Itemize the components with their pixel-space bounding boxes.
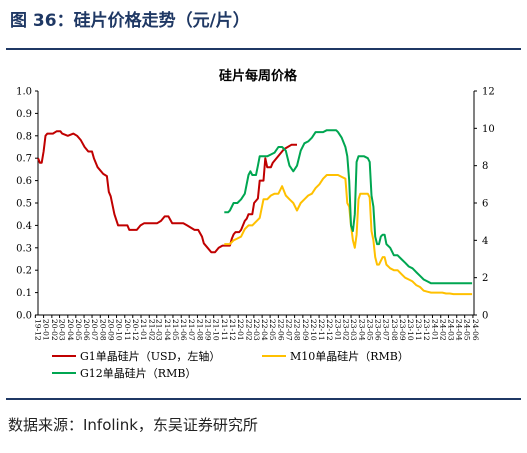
y-left-tick-label: 0.9: [16, 109, 32, 120]
x-tick-label: 21-03: [155, 319, 164, 341]
source-note: 数据来源：Infolink，东吴证券研究所: [8, 416, 258, 434]
x-tick-label: 21-09: [204, 319, 213, 341]
x-tick-label: 21-12: [228, 319, 237, 341]
x-tick-label: 23-08: [390, 319, 399, 341]
y-right-tick-label: 10: [482, 124, 495, 135]
x-tick-label: 23-07: [381, 319, 390, 341]
y-right-tick-label: 2: [482, 273, 488, 284]
x-tick-label: 19-12: [33, 319, 42, 341]
x-tick-label: 20-11: [123, 319, 132, 341]
y-right-tick-label: 12: [482, 87, 495, 98]
legend-label: G12单晶硅片（RMB）: [80, 367, 196, 380]
y-right-tick-label: 0: [482, 311, 488, 322]
x-tick-label: 22-10: [309, 319, 318, 341]
x-tick-label: 20-03: [58, 319, 67, 341]
x-tick-label: 23-09: [398, 319, 407, 341]
price-chart: 硅片每周价格 0.0 0.1 0.2 0.3 0.4 0.5 0.6 0.7 0.8 0.9 1.0…: [16, 68, 495, 380]
x-tick-label: 20-02: [50, 319, 59, 341]
x-tick-label: 23-03: [349, 319, 358, 341]
x-tick-label: 20-01: [42, 319, 51, 341]
y-left-tick-label: 0.4: [16, 221, 32, 232]
y-left-tick-label: 0.0: [16, 311, 32, 322]
y-left-tick-label: 1.0: [16, 87, 32, 98]
x-tick-label: 22-11: [317, 319, 326, 341]
x-tick-label: 20-08: [98, 319, 107, 341]
legend-label: M10单晶硅片（RMB）: [290, 350, 409, 363]
x-tick-label: 21-06: [179, 319, 188, 341]
x-tick-label: 23-11: [414, 319, 423, 341]
x-tick-label: 22-06: [276, 319, 285, 341]
series-lines: [37, 129, 473, 296]
y-left-tick-label: 0.7: [16, 154, 32, 165]
x-tick-label: 23-04: [357, 319, 366, 341]
x-tick-label: 24-04: [455, 319, 464, 341]
x-tick-label: 21-10: [212, 319, 221, 341]
x-tick-label: 22-09: [301, 319, 310, 341]
x-tick-label: 23-01: [333, 319, 342, 341]
x-tick-label: 23-12: [422, 319, 431, 341]
x-tick-label: 23-02: [342, 319, 351, 341]
x-tick-label: 22-03: [252, 319, 261, 341]
x-tick-label: 22-05: [268, 319, 277, 341]
x-tick-label: 22-07: [284, 319, 293, 341]
y-left-tick-label: 0.5: [16, 199, 32, 210]
series-line-2: [224, 174, 473, 296]
x-tick-label: 20-12: [131, 319, 140, 341]
x-tick-label: 20-04: [66, 319, 75, 341]
x-tick-label: 20-07: [90, 319, 99, 341]
series-line-1: [37, 130, 297, 254]
x-tick-label: 22-01: [236, 319, 245, 341]
legend: G1单晶硅片（USD，左轴） M10单晶硅片（RMB） G12单晶硅片（RMB）: [52, 349, 409, 380]
y-right-tick-label: 4: [482, 236, 488, 247]
y-right-tick-label: 8: [482, 161, 488, 172]
x-tick-label: 21-11: [220, 319, 229, 341]
x-tick-label: 21-05: [171, 319, 180, 341]
series-line-3: [224, 129, 473, 285]
y-left-tick-label: 0.3: [16, 243, 32, 254]
x-tick-label: 21-02: [147, 319, 156, 341]
x-tick-label: 20-05: [74, 319, 83, 341]
x-tick-label: 24-02: [439, 319, 448, 341]
x-tick-label: 23-10: [406, 319, 415, 341]
y-right-tick-label: 6: [482, 199, 488, 210]
x-tick-label: 24-01: [430, 319, 439, 341]
y-left-tick-label: 0.1: [16, 288, 32, 299]
x-tick-label: 22-04: [260, 319, 269, 341]
x-tick-label: 21-04: [163, 319, 172, 341]
x-tick-label: 23-05: [365, 319, 374, 341]
legend-label: G1单晶硅片（USD，左轴）: [80, 349, 220, 363]
y-left-tick-label: 0.2: [16, 266, 32, 277]
title-rule: [6, 48, 521, 50]
x-tick-label: 24-06: [471, 319, 480, 341]
x-tick-label: 21-01: [139, 319, 148, 341]
x-tick-label: 20-10: [115, 319, 124, 341]
chart-title: 硅片每周价格: [219, 68, 298, 84]
figure-title: 图 36：硅片价格走势（元/片）: [10, 11, 250, 31]
x-tick-label: 22-12: [325, 319, 334, 341]
axes: 0.0 0.1 0.2 0.3 0.4 0.5 0.6 0.7 0.8 0.9 1.0 0 2 4 6 8 10…: [16, 87, 495, 341]
x-tick-label: 20-06: [82, 319, 91, 341]
x-tick-label: 23-06: [374, 319, 383, 341]
x-tick-label: 24-05: [463, 319, 472, 341]
x-tick-label: 21-08: [195, 319, 204, 341]
x-tick-label: 22-08: [293, 319, 302, 341]
x-tick-label: 22-02: [244, 319, 253, 341]
source-rule: [6, 398, 521, 400]
y-left-tick-label: 0.6: [16, 176, 32, 187]
x-tick-label: 20-09: [107, 319, 116, 341]
x-tick-label: 24-03: [446, 319, 455, 341]
x-tick-label: 21-07: [187, 319, 196, 341]
y-left-tick-label: 0.8: [16, 131, 32, 142]
